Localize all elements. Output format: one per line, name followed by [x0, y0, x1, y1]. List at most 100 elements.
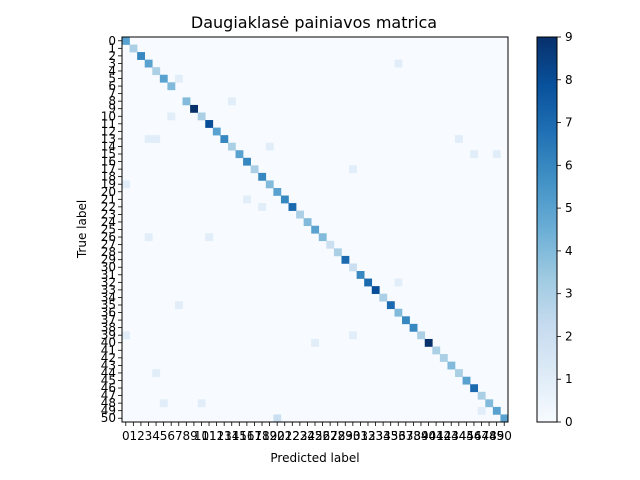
heatmap-cell: [265, 142, 274, 151]
y-tick-label: 18: [101, 170, 116, 184]
heatmap-cell: [205, 120, 214, 128]
heatmap-cell: [311, 225, 320, 234]
x-tick-label: 44: [451, 429, 466, 443]
x-tick-label: 29: [338, 429, 353, 443]
heatmap-cell: [197, 399, 206, 408]
y-tick-label: 30: [101, 260, 116, 274]
y-tick-label: 27: [101, 238, 116, 252]
x-tick-label: 47: [474, 429, 489, 443]
heatmap-cell: [318, 233, 327, 242]
heatmap-cell: [333, 248, 342, 257]
heatmap-cell: [303, 218, 312, 227]
y-tick-label: 0: [108, 34, 116, 48]
heatmap-cell: [455, 135, 463, 143]
x-tick-label: 2: [137, 429, 145, 443]
heatmap-cell: [122, 331, 130, 340]
y-tick-label: 28: [101, 245, 116, 259]
x-tick-label: 10: [194, 429, 209, 443]
colorbar-tick-label: 5: [565, 201, 573, 215]
x-tick-label: 11: [201, 429, 216, 443]
y-tick-label: 46: [101, 381, 116, 395]
y-tick-label: 10: [101, 109, 116, 123]
y-tick-label: 17: [101, 162, 116, 176]
x-tick-label: 31: [353, 429, 368, 443]
heatmap-cell: [243, 195, 251, 204]
x-tick-label: 24: [300, 429, 315, 443]
x-tick-label: 8: [183, 429, 191, 443]
colorbar-tick-label: 4: [565, 244, 573, 258]
heatmap-cell: [212, 127, 221, 136]
colorbar-tick-label: 8: [565, 73, 573, 87]
x-tick-label: 40: [421, 429, 436, 443]
heatmap-cell: [470, 150, 479, 159]
x-tick-label: 36: [391, 429, 406, 443]
heatmap-cell: [341, 255, 350, 264]
heatmap-cell: [205, 233, 214, 242]
y-tick-label: 5: [108, 72, 116, 86]
y-tick-label: 24: [101, 215, 116, 229]
y-tick-label: 20: [101, 185, 116, 199]
heatmap-cell: [152, 369, 161, 378]
x-tick-label: 35: [383, 429, 398, 443]
x-tick-label: 25: [307, 429, 322, 443]
x-tick-label: 20: [270, 429, 285, 443]
y-tick-label: 38: [101, 321, 116, 335]
heatmap-cell: [137, 52, 146, 60]
heatmap-cell: [273, 187, 282, 196]
heatmap-cell: [265, 180, 274, 189]
y-tick-label: 34: [101, 290, 116, 304]
colorbar: [536, 36, 558, 423]
y-tick-label: 14: [101, 139, 116, 153]
x-tick-label: 28: [330, 429, 345, 443]
heatmap-cell: [402, 316, 410, 325]
x-tick-label: 39: [413, 429, 428, 443]
heatmap-cell: [485, 399, 494, 408]
x-axis-ticks: 0 1 2 3 4 5 6 7 8 9101112131415161718192021222324…: [122, 422, 512, 443]
x-tick-label: 6: [167, 429, 175, 443]
colorbar-tick-label: 2: [565, 329, 573, 343]
x-tick-label: 30: [345, 429, 360, 443]
heatmap-cell: [182, 97, 191, 106]
y-tick-label: 48: [101, 396, 116, 410]
heatmap-cell: [258, 203, 267, 211]
heatmap-cell: [296, 210, 304, 219]
y-tick-label: 40: [101, 336, 116, 350]
colorbar-tick-label: 1: [565, 372, 573, 386]
y-tick-label: 15: [101, 147, 116, 161]
heatmap-cell: [386, 301, 395, 310]
x-tick-label: 38: [406, 429, 421, 443]
heatmap-cell: [492, 406, 501, 415]
heatmap-cell: [227, 97, 236, 106]
heatmap-cell: [356, 271, 365, 279]
y-tick-label: 37: [101, 313, 116, 327]
x-tick-label: 37: [398, 429, 413, 443]
x-tick-label: 17: [247, 429, 262, 443]
x-tick-label: 48: [481, 429, 496, 443]
y-tick-label: 4: [108, 64, 116, 78]
y-tick-label: 36: [101, 306, 116, 320]
y-tick-label: 29: [101, 253, 116, 267]
colorbar-ticks: 0 1 2 3 4 5 6 7 8 9: [557, 30, 573, 429]
heatmap-cell: [409, 323, 418, 332]
y-tick-label: 8: [108, 94, 116, 108]
heatmap-cell: [349, 263, 357, 272]
y-tick-label: 13: [101, 132, 116, 146]
y-tick-label: 44: [101, 366, 116, 380]
x-tick-label: 23: [292, 429, 307, 443]
x-tick-label: 14: [224, 429, 239, 443]
y-tick-label: 12: [101, 124, 116, 138]
x-tick-label: 9: [190, 429, 198, 443]
y-tick-label: 9: [108, 102, 116, 116]
x-tick-label: 15: [232, 429, 247, 443]
heatmap-cell: [144, 233, 153, 242]
colorbar-tick-label: 0: [565, 415, 573, 429]
y-tick-label: 43: [101, 358, 116, 372]
heatmap-cell: [243, 157, 251, 166]
x-tick-label: 21: [277, 429, 292, 443]
x-tick-label: 50: [497, 429, 512, 443]
heatmap-cell: [394, 59, 403, 68]
y-axis-ticks: 0123456789101112131415161718192021222324…: [101, 34, 122, 425]
heatmap-cell: [258, 172, 267, 181]
y-tick-label: 49: [101, 404, 116, 418]
heatmap-cell: [439, 354, 448, 362]
